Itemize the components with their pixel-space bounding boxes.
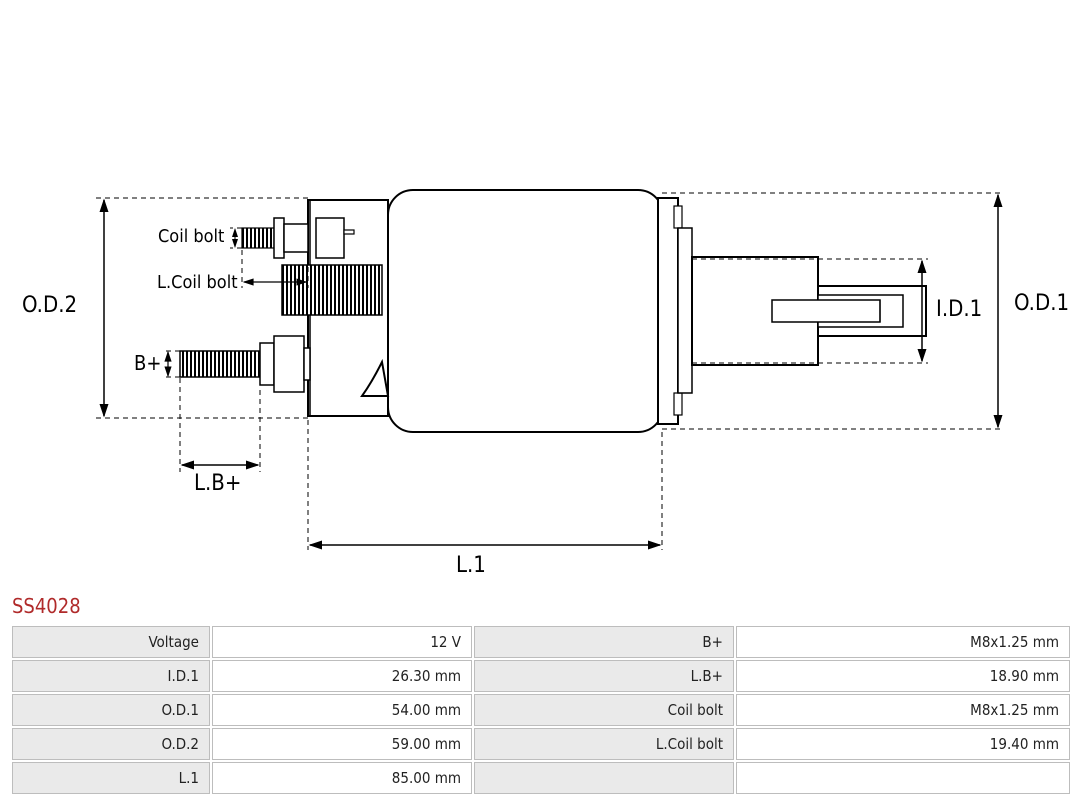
spec-label: Voltage	[12, 626, 210, 658]
spec-label: L.B+	[474, 660, 734, 692]
dim-bp-label: B+	[134, 351, 161, 375]
spec-label: L.1	[12, 762, 210, 794]
dim-l1-label: L.1	[456, 553, 486, 578]
dim-od2-label: O.D.2	[22, 293, 77, 318]
spec-value: M8x1.25 mm	[736, 694, 1070, 726]
spec-value: 18.90 mm	[736, 660, 1070, 692]
spec-value: 54.00 mm	[212, 694, 472, 726]
spec-value	[736, 762, 1070, 794]
spec-table: Voltage12 VB+M8x1.25 mmI.D.126.30 mmL.B+…	[10, 624, 1072, 796]
technical-diagram: O.D.2 O.D.1 I.D.1 L.1 L.B+ B+ Coil bolt …	[10, 10, 1070, 590]
spec-value: M8x1.25 mm	[736, 626, 1070, 658]
spec-label: L.Coil bolt	[474, 728, 734, 760]
table-row: O.D.259.00 mmL.Coil bolt19.40 mm	[12, 728, 1070, 760]
table-row: Voltage12 VB+M8x1.25 mm	[12, 626, 1070, 658]
diagram-svg: O.D.2 O.D.1 I.D.1 L.1 L.B+ B+ Coil bolt …	[10, 10, 1070, 590]
table-row: I.D.126.30 mmL.B+18.90 mm	[12, 660, 1070, 692]
dim-lbp-label: L.B+	[194, 471, 241, 496]
spec-value: 85.00 mm	[212, 762, 472, 794]
spec-label: Coil bolt	[474, 694, 734, 726]
spec-label: O.D.2	[12, 728, 210, 760]
dim-coilbolt-label: Coil bolt	[158, 226, 224, 247]
dim-lcoilbolt-label: L.Coil bolt	[157, 272, 238, 293]
dim-od1-label: O.D.1	[1014, 291, 1069, 316]
table-row: O.D.154.00 mmCoil boltM8x1.25 mm	[12, 694, 1070, 726]
spec-value: 59.00 mm	[212, 728, 472, 760]
spec-label: O.D.1	[12, 694, 210, 726]
dim-id1-label: I.D.1	[936, 297, 982, 322]
table-row: L.185.00 mm	[12, 762, 1070, 794]
spec-value: 12 V	[212, 626, 472, 658]
spec-label	[474, 762, 734, 794]
part-number-title: SS4028	[12, 594, 1070, 618]
spec-label: I.D.1	[12, 660, 210, 692]
spec-value: 19.40 mm	[736, 728, 1070, 760]
spec-value: 26.30 mm	[212, 660, 472, 692]
spec-label: B+	[474, 626, 734, 658]
